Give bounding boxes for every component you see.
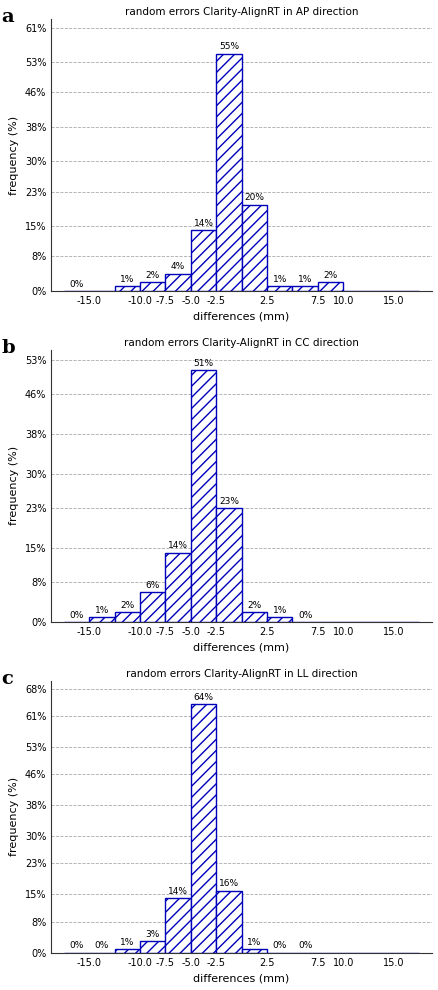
Bar — [216, 508, 241, 622]
Text: 0%: 0% — [297, 611, 311, 620]
Text: 51%: 51% — [193, 358, 213, 367]
Title: random errors Clarity-AlignRT in CC direction: random errors Clarity-AlignRT in CC dire… — [124, 338, 358, 347]
Bar — [241, 205, 266, 291]
Text: 1%: 1% — [120, 938, 134, 946]
X-axis label: differences (mm): differences (mm) — [193, 643, 289, 652]
Text: 3%: 3% — [145, 930, 159, 939]
Text: 0%: 0% — [95, 941, 109, 950]
Text: 6%: 6% — [145, 581, 159, 590]
Text: b: b — [2, 340, 15, 357]
Text: 1%: 1% — [120, 275, 134, 284]
Title: random errors Clarity-AlignRT in LL direction: random errors Clarity-AlignRT in LL dire… — [126, 669, 357, 679]
Text: 0%: 0% — [69, 611, 84, 620]
Text: 64%: 64% — [193, 693, 213, 702]
Text: 2%: 2% — [120, 601, 134, 610]
Bar — [140, 282, 165, 291]
Text: 0%: 0% — [69, 941, 84, 950]
Bar — [216, 53, 241, 291]
X-axis label: differences (mm): differences (mm) — [193, 973, 289, 983]
Text: a: a — [2, 8, 14, 27]
Bar — [165, 898, 191, 952]
Bar — [191, 370, 216, 622]
Bar — [114, 286, 140, 291]
X-axis label: differences (mm): differences (mm) — [193, 311, 289, 321]
Text: 4%: 4% — [171, 262, 185, 271]
Text: 0%: 0% — [272, 941, 286, 950]
Title: random errors Clarity-AlignRT in AP direction: random errors Clarity-AlignRT in AP dire… — [124, 7, 357, 17]
Bar — [140, 941, 165, 952]
Bar — [191, 231, 216, 291]
Bar — [165, 273, 191, 291]
Bar — [165, 552, 191, 622]
Text: 1%: 1% — [272, 606, 286, 615]
Text: 1%: 1% — [297, 275, 311, 284]
Text: 2%: 2% — [247, 601, 261, 610]
Text: c: c — [2, 670, 14, 688]
Text: 2%: 2% — [323, 271, 337, 280]
Bar — [292, 286, 317, 291]
Text: 23%: 23% — [219, 497, 238, 506]
Bar — [266, 617, 292, 622]
Bar — [114, 612, 140, 622]
Text: 0%: 0% — [69, 279, 84, 289]
Y-axis label: frequency (%): frequency (%) — [9, 116, 19, 194]
Text: 1%: 1% — [272, 275, 286, 284]
Bar — [114, 948, 140, 952]
Bar — [89, 617, 114, 622]
Text: 14%: 14% — [168, 542, 188, 550]
Bar — [241, 612, 266, 622]
Text: 14%: 14% — [168, 887, 188, 896]
Bar — [241, 948, 266, 952]
Y-axis label: frequency (%): frequency (%) — [9, 777, 19, 856]
Text: 0%: 0% — [297, 941, 311, 950]
Text: 14%: 14% — [193, 219, 213, 229]
Bar — [317, 282, 343, 291]
Text: 2%: 2% — [145, 271, 159, 280]
Y-axis label: frequency (%): frequency (%) — [9, 446, 19, 526]
Text: 55%: 55% — [219, 43, 238, 51]
Text: 1%: 1% — [95, 606, 109, 615]
Text: 1%: 1% — [247, 938, 261, 946]
Bar — [266, 286, 292, 291]
Text: 16%: 16% — [219, 879, 238, 888]
Bar — [216, 891, 241, 952]
Bar — [140, 592, 165, 622]
Text: 20%: 20% — [244, 193, 264, 202]
Bar — [191, 704, 216, 952]
